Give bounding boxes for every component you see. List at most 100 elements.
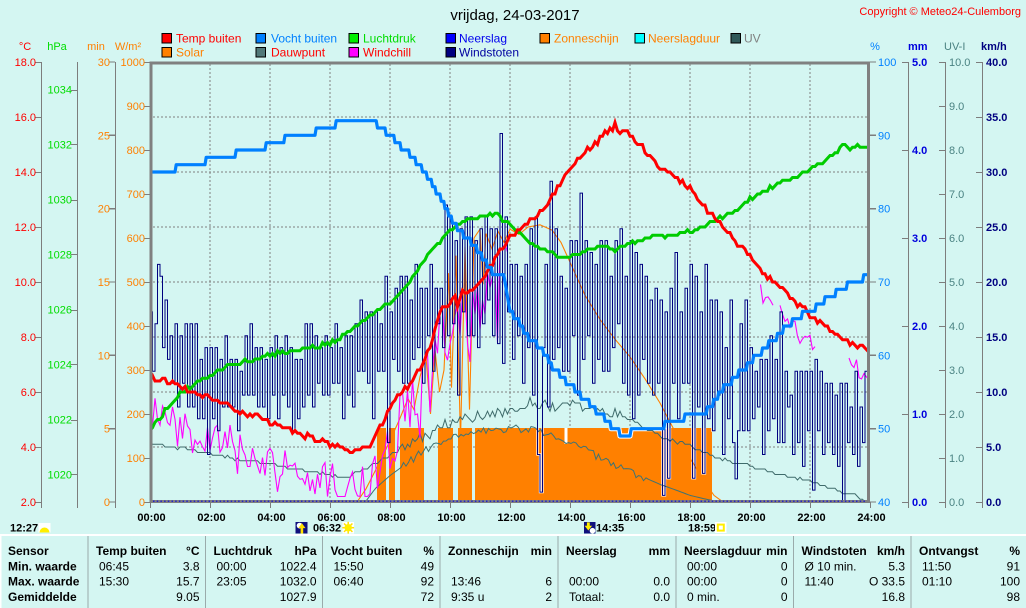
- svg-text:18:00: 18:00: [677, 512, 705, 524]
- svg-text:100: 100: [878, 57, 896, 69]
- svg-text:20:00: 20:00: [737, 512, 765, 524]
- svg-text:12:27: 12:27: [10, 523, 38, 535]
- svg-text:9.0: 9.0: [949, 101, 964, 113]
- svg-text:Vocht buiten: Vocht buiten: [331, 544, 403, 558]
- svg-text:0: 0: [781, 575, 788, 589]
- svg-text:06:00: 06:00: [317, 512, 345, 524]
- svg-text:Luchtdruk: Luchtdruk: [214, 544, 273, 558]
- svg-text:Zonneschijn: Zonneschijn: [448, 544, 519, 558]
- svg-text:8.0: 8.0: [21, 332, 36, 344]
- svg-text:min: min: [531, 544, 552, 558]
- svg-text:Ontvangst: Ontvangst: [919, 544, 978, 558]
- svg-text:400: 400: [127, 321, 145, 333]
- svg-text:30: 30: [98, 57, 110, 69]
- svg-text:mm: mm: [649, 544, 670, 558]
- svg-text:Neerslag: Neerslag: [459, 32, 507, 46]
- svg-text:4.0: 4.0: [949, 321, 964, 333]
- svg-text:80: 80: [878, 204, 890, 216]
- svg-text:10:00: 10:00: [437, 512, 465, 524]
- svg-text:800: 800: [127, 145, 145, 157]
- svg-text:98: 98: [1007, 590, 1021, 604]
- svg-text:2.0: 2.0: [949, 409, 964, 421]
- svg-text:%: %: [423, 544, 434, 558]
- svg-text:1028: 1028: [48, 250, 72, 262]
- svg-text:30.0: 30.0: [986, 167, 1007, 179]
- svg-text:14:35: 14:35: [596, 523, 624, 535]
- svg-text:Windstoten: Windstoten: [802, 544, 867, 558]
- svg-text:16:00: 16:00: [617, 512, 645, 524]
- svg-text:72: 72: [421, 590, 435, 604]
- svg-text:15.7: 15.7: [176, 575, 200, 589]
- svg-text:100: 100: [127, 453, 145, 465]
- svg-text:23:05: 23:05: [217, 575, 247, 589]
- svg-text:Neerslagduur: Neerslagduur: [684, 544, 762, 558]
- svg-text:0.0: 0.0: [912, 497, 927, 509]
- svg-text:Windchill: Windchill: [363, 46, 411, 60]
- svg-text:00:00: 00:00: [687, 575, 717, 589]
- svg-text:300: 300: [127, 365, 145, 377]
- svg-text:0.0: 0.0: [949, 497, 964, 509]
- svg-text:hPa: hPa: [47, 41, 67, 53]
- svg-text:1022: 1022: [48, 415, 72, 427]
- svg-text:06:40: 06:40: [334, 575, 364, 589]
- svg-text:22:00: 22:00: [797, 512, 825, 524]
- svg-text:06:45: 06:45: [99, 560, 129, 574]
- svg-text:0: 0: [781, 590, 788, 604]
- svg-text:92: 92: [421, 575, 435, 589]
- svg-text:5.0: 5.0: [949, 277, 964, 289]
- svg-text:15.0: 15.0: [986, 332, 1007, 344]
- svg-text:10.0: 10.0: [986, 387, 1007, 399]
- svg-text:Min. waarde: Min. waarde: [8, 560, 77, 574]
- svg-text:1020: 1020: [48, 470, 72, 482]
- svg-text:Luchtdruk: Luchtdruk: [363, 32, 417, 46]
- svg-text:15:30: 15:30: [99, 575, 129, 589]
- svg-text:O 33.5: O 33.5: [869, 575, 905, 589]
- svg-text:0.0: 0.0: [653, 590, 670, 604]
- svg-text:01:10: 01:10: [922, 575, 952, 589]
- svg-text:40: 40: [878, 497, 890, 509]
- svg-text:Solar: Solar: [176, 46, 204, 60]
- svg-text:Neerslagduur: Neerslagduur: [648, 32, 720, 46]
- svg-text:2.0: 2.0: [21, 497, 36, 509]
- svg-text:10: 10: [98, 350, 110, 362]
- svg-text:13:46: 13:46: [451, 575, 481, 589]
- svg-text:6.0: 6.0: [949, 233, 964, 245]
- svg-text:0.0: 0.0: [653, 575, 670, 589]
- svg-text:16.0: 16.0: [15, 112, 36, 124]
- svg-text:%: %: [1009, 544, 1020, 558]
- svg-text:Max. waarde: Max. waarde: [8, 575, 80, 589]
- svg-text:°C: °C: [19, 41, 31, 53]
- svg-text:%: %: [870, 41, 880, 53]
- svg-text:Dauwpunt: Dauwpunt: [271, 46, 326, 60]
- svg-text:2: 2: [545, 590, 552, 604]
- svg-text:12:00: 12:00: [497, 512, 525, 524]
- svg-text:1.0: 1.0: [949, 453, 964, 465]
- svg-text:min: min: [87, 41, 105, 53]
- svg-text:1026: 1026: [48, 305, 72, 317]
- svg-text:700: 700: [127, 189, 145, 201]
- svg-text:0: 0: [139, 497, 145, 509]
- svg-text:1030: 1030: [48, 195, 72, 207]
- svg-text:1000: 1000: [121, 57, 145, 69]
- svg-text:11:40: 11:40: [805, 575, 834, 589]
- svg-text:1034: 1034: [48, 85, 72, 97]
- svg-text:60: 60: [878, 350, 890, 362]
- svg-text:UV-I: UV-I: [944, 41, 965, 53]
- svg-text:1022.4: 1022.4: [280, 560, 317, 574]
- svg-text:25: 25: [98, 130, 110, 142]
- svg-text:12.0: 12.0: [15, 222, 36, 234]
- svg-text:49: 49: [421, 560, 435, 574]
- svg-text:Temp buiten: Temp buiten: [176, 32, 241, 46]
- svg-text:3.8: 3.8: [183, 560, 200, 574]
- svg-text:11:50: 11:50: [922, 560, 951, 574]
- svg-text:10.0: 10.0: [949, 57, 970, 69]
- svg-text:00:00: 00:00: [687, 560, 717, 574]
- svg-text:km/h: km/h: [877, 544, 905, 558]
- svg-text:15:50: 15:50: [334, 560, 364, 574]
- svg-text:90: 90: [878, 130, 890, 142]
- svg-text:hPa: hPa: [294, 544, 316, 558]
- svg-text:Windstoten: Windstoten: [459, 46, 519, 60]
- svg-text:500: 500: [127, 277, 145, 289]
- svg-text:70: 70: [878, 277, 890, 289]
- svg-text:50: 50: [878, 424, 890, 436]
